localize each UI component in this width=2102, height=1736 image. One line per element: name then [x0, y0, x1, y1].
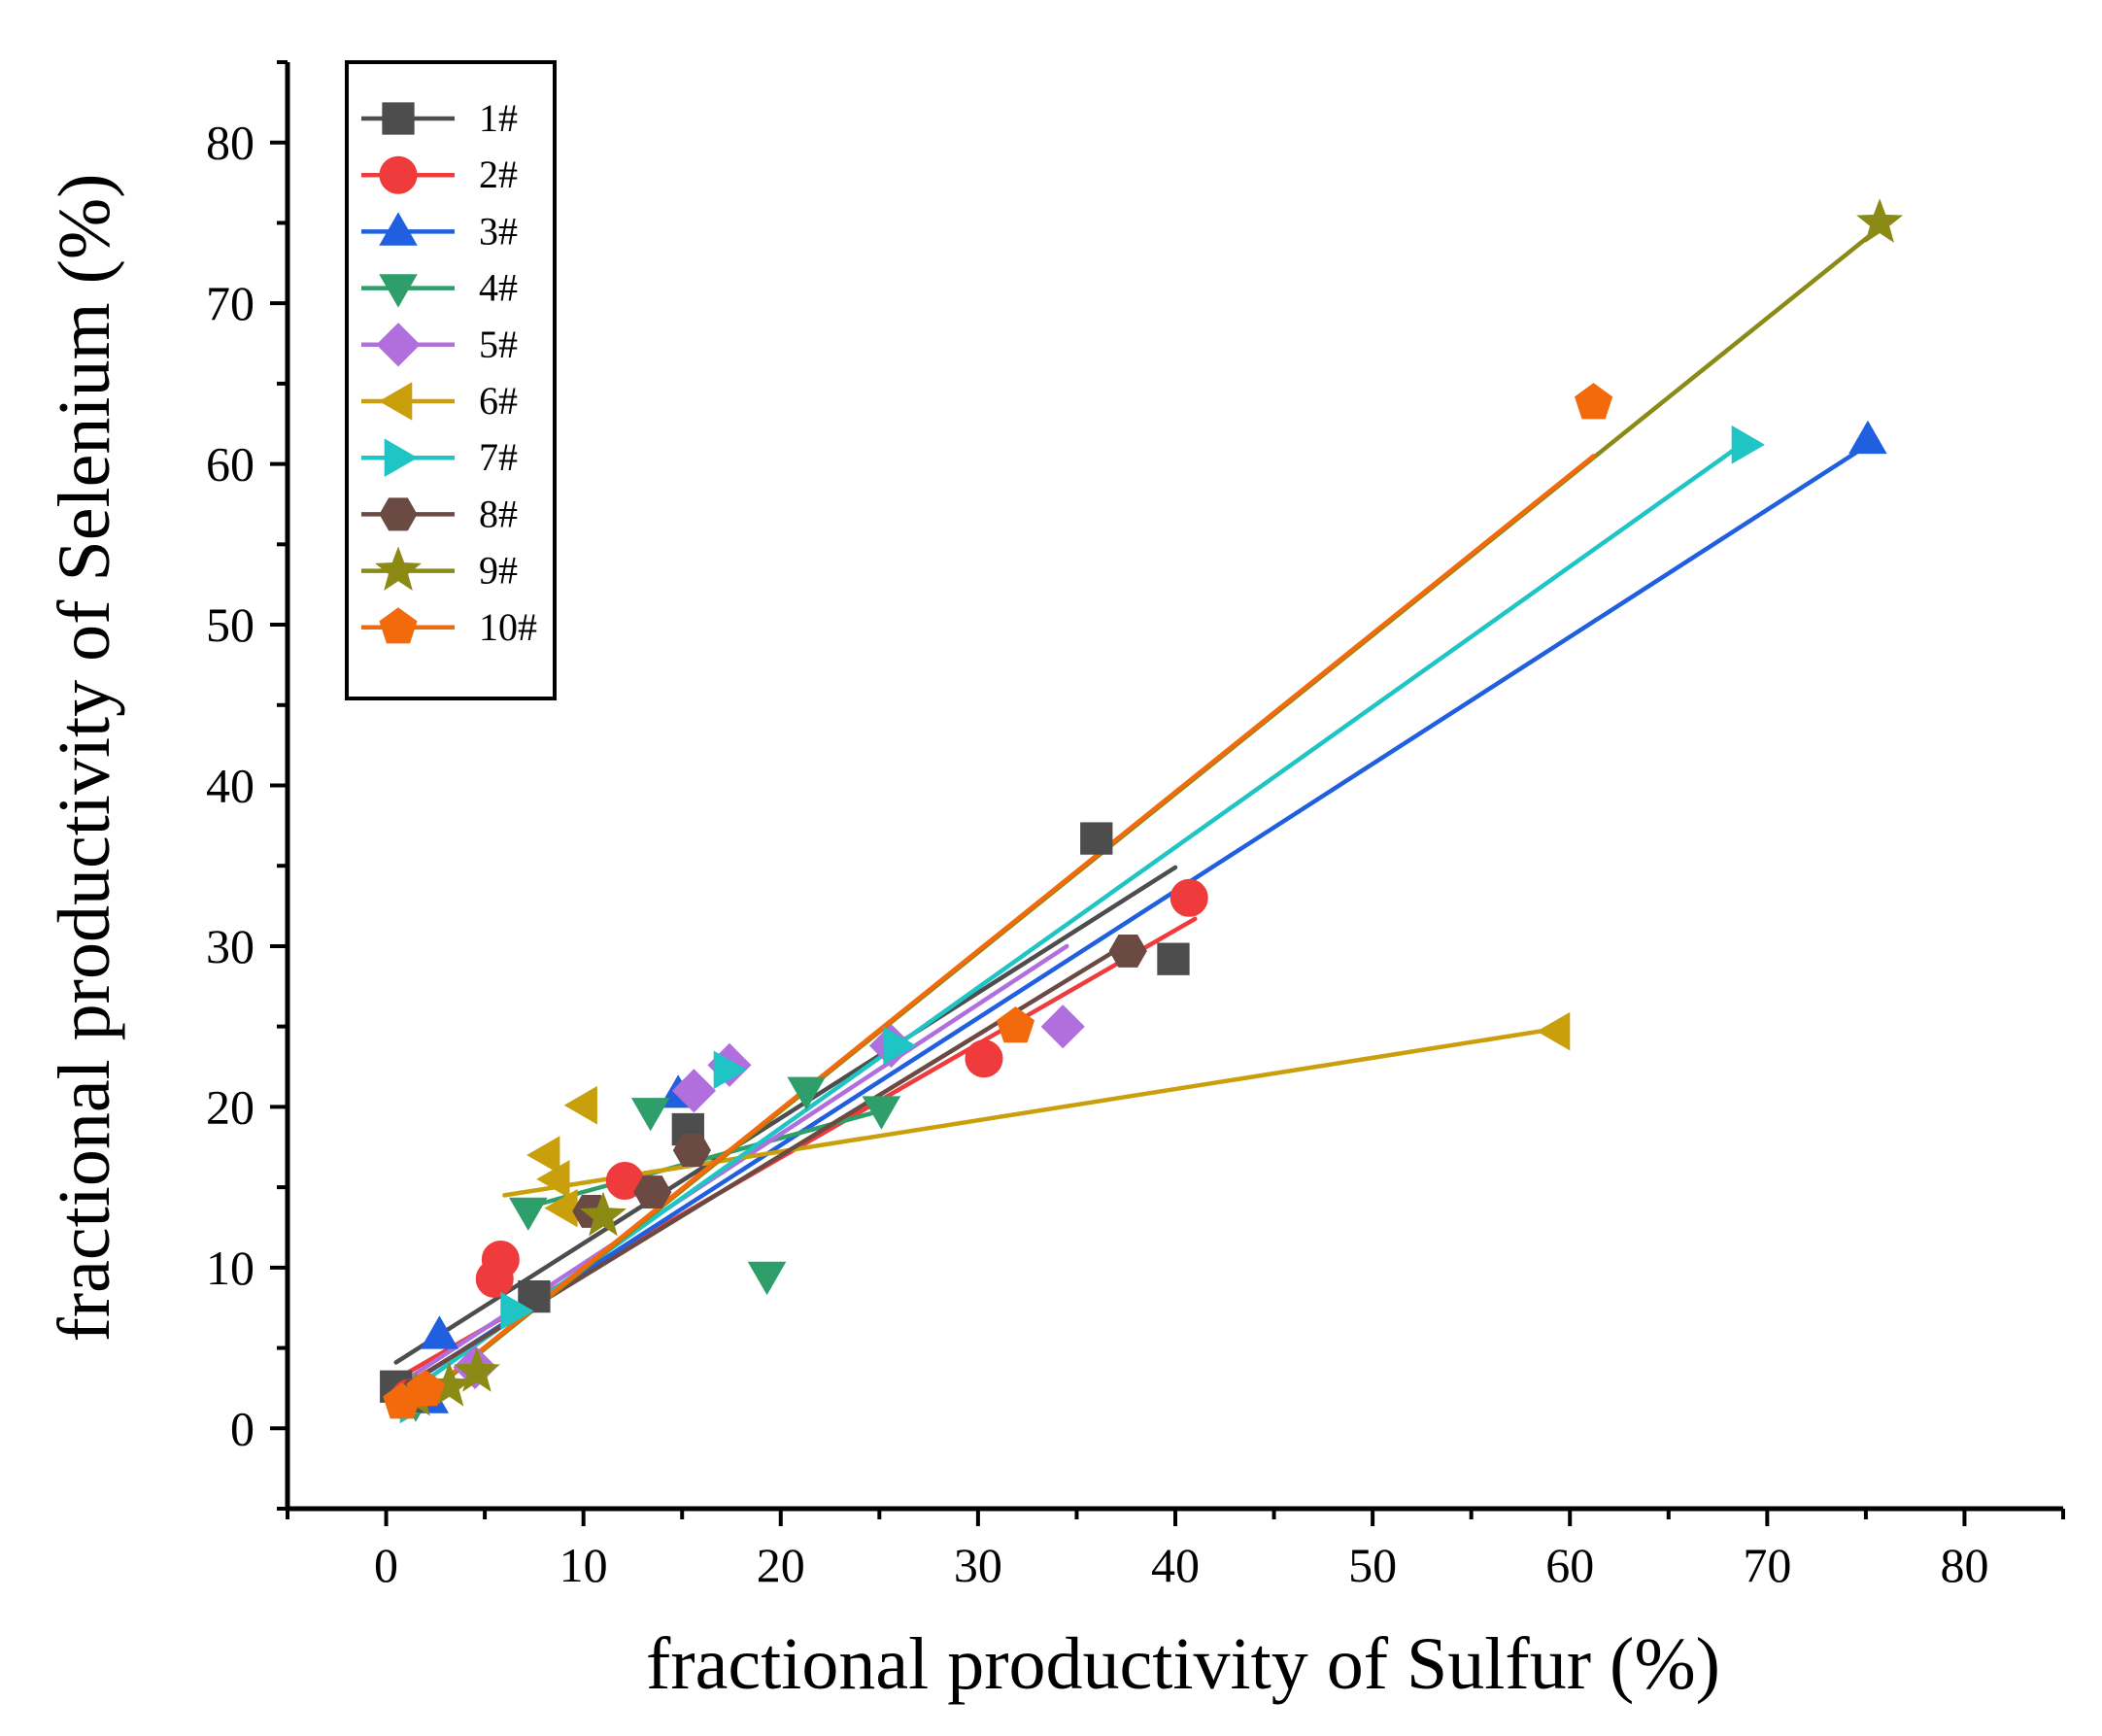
fit-line-7	[403, 440, 1746, 1397]
x-tick-label: 0	[374, 1538, 398, 1592]
y-tick-label: 70	[206, 276, 254, 330]
legend-marker-1	[382, 102, 415, 135]
y-tick-label: 50	[206, 597, 254, 652]
fit-line-6	[502, 1026, 1563, 1198]
legend-marker-10	[379, 607, 418, 644]
fit-line-10	[403, 454, 1596, 1413]
fit-line-1	[393, 865, 1178, 1365]
data-point-5	[671, 1069, 717, 1113]
data-point-7	[500, 1291, 534, 1331]
y-tick-label: 60	[206, 437, 254, 492]
y-tick-label: 80	[206, 116, 254, 170]
legend-label-1: 1#	[479, 96, 518, 140]
x-tick-label: 80	[1940, 1538, 1988, 1592]
legend-box	[345, 60, 557, 700]
data-point-2	[481, 1241, 520, 1279]
data-point-4	[787, 1076, 826, 1110]
data-point-2	[1170, 878, 1208, 917]
y-tick-label: 30	[206, 919, 254, 973]
data-point-2	[965, 1039, 1003, 1078]
data-point-8	[672, 1134, 711, 1167]
x-tick-label: 70	[1743, 1538, 1791, 1592]
data-point-6	[536, 1160, 570, 1199]
x-axis-ticks: 0 10 20 30 40 50 60 70 80	[286, 1509, 2065, 1592]
data-point-4	[862, 1096, 901, 1130]
x-tick-label: 60	[1545, 1538, 1594, 1592]
data-point-3	[420, 1315, 459, 1349]
legend-marker-6	[378, 382, 413, 421]
y-tick-label: 0	[230, 1401, 254, 1455]
data-point-1	[1080, 822, 1113, 855]
data-point-5	[1040, 1004, 1085, 1049]
legend-marker-8	[379, 497, 418, 531]
data-point-7	[713, 1050, 747, 1090]
y-tick-label: 10	[206, 1241, 254, 1295]
data-point-10	[1575, 383, 1613, 420]
legend-label-9: 9#	[479, 549, 518, 593]
data-point-9	[1856, 198, 1904, 243]
y-axis-ticks: 0 10 20 30 40 50 60 70 80	[206, 60, 288, 1511]
legend: 1# 2# 3# 4# 5# 6# 7# 8# 9# 10#	[345, 60, 557, 700]
data-point-7	[1731, 425, 1765, 464]
legend-marker-2	[379, 155, 418, 194]
data-point-10	[406, 1369, 445, 1407]
data-point-4	[630, 1098, 670, 1132]
y-tick-label: 40	[206, 759, 254, 813]
data-point-4	[747, 1261, 787, 1296]
data-point-1	[1157, 942, 1190, 975]
x-tick-label: 40	[1151, 1538, 1200, 1592]
fit-line-3	[403, 437, 1879, 1389]
legend-label-10: 10#	[479, 605, 537, 649]
legend-marker-9	[375, 546, 422, 591]
legend-label-7: 7#	[479, 435, 518, 479]
fit-lines	[393, 221, 1888, 1414]
legend-marker-4	[379, 274, 418, 308]
x-tick-label: 10	[559, 1538, 608, 1592]
data-point-6	[1537, 1011, 1571, 1051]
legend-marker-3	[379, 212, 418, 246]
x-tick-label: 50	[1348, 1538, 1397, 1592]
y-tick-label: 20	[206, 1079, 254, 1134]
data-point-6	[544, 1188, 578, 1228]
legend-label-3: 3#	[479, 209, 518, 253]
y-axis-title: fractional productivity of Selenium (%)	[44, 174, 125, 1343]
x-axis-title: fractional productivity of Sulfur (%)	[646, 1623, 1720, 1705]
legend-marker-7	[384, 438, 419, 477]
legend-marker-5	[376, 323, 421, 367]
data-point-4	[509, 1197, 548, 1231]
legend-label-6: 6#	[479, 379, 518, 423]
data-point-8	[633, 1175, 672, 1208]
legend-label-5: 5#	[479, 323, 518, 366]
data-point-6	[526, 1136, 560, 1174]
data-point-8	[1108, 935, 1147, 968]
data-point-10	[996, 1006, 1035, 1043]
legend-label-4: 4#	[479, 266, 518, 310]
data-point-9	[580, 1191, 627, 1237]
x-tick-label: 30	[954, 1538, 1002, 1592]
data-point-6	[563, 1085, 597, 1125]
data-point-3	[1848, 420, 1887, 455]
x-tick-label: 20	[757, 1538, 805, 1592]
legend-label-8: 8#	[479, 492, 518, 535]
legend-label-2: 2#	[479, 153, 518, 196]
data-point-9	[454, 1347, 500, 1392]
data-markers	[380, 198, 1904, 1424]
data-point-7	[883, 1026, 917, 1066]
